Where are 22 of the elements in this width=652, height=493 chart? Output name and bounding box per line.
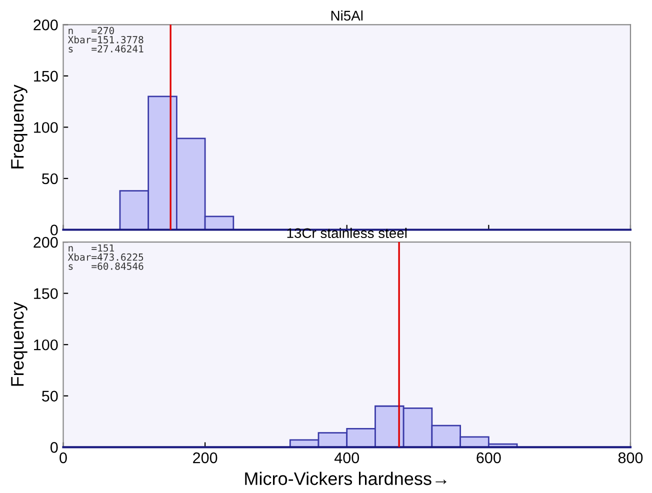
- y-axis-title: Frequency: [11, 84, 28, 168]
- x-tick-label: 0: [60, 452, 67, 464]
- y-tick-label: 150: [34, 70, 58, 82]
- x-tick-label: 400: [334, 452, 360, 464]
- x-tick-label: 200: [193, 452, 218, 464]
- x-tick-label: 800: [618, 452, 643, 464]
- annotation: n =270 Xbar=151.3778 s =27.46241: [68, 26, 144, 52]
- y-tick-label: 200: [34, 236, 58, 248]
- x-axis-title: Micro-Vickers hardness→: [245, 472, 446, 486]
- x-tick-label: 600: [476, 452, 501, 464]
- y-tick-label: 100: [34, 122, 58, 133]
- y-tick-label: 200: [34, 20, 58, 30]
- chart-title: Ni5Al: [331, 10, 363, 21]
- y-tick-label: 50: [42, 390, 58, 402]
- y-tick-label: 50: [42, 173, 58, 184]
- y-tick-label: 0: [50, 224, 58, 236]
- y-tick-label: 150: [34, 288, 58, 300]
- y-tick-label: 0: [50, 442, 58, 453]
- chart-title: 13Cr stainless steel: [287, 228, 407, 238]
- annotation: n =151 Xbar=473.6225 s =60.84546: [68, 244, 144, 270]
- y-tick-label: 100: [34, 339, 58, 350]
- y-axis-title: Frequency: [11, 302, 28, 386]
